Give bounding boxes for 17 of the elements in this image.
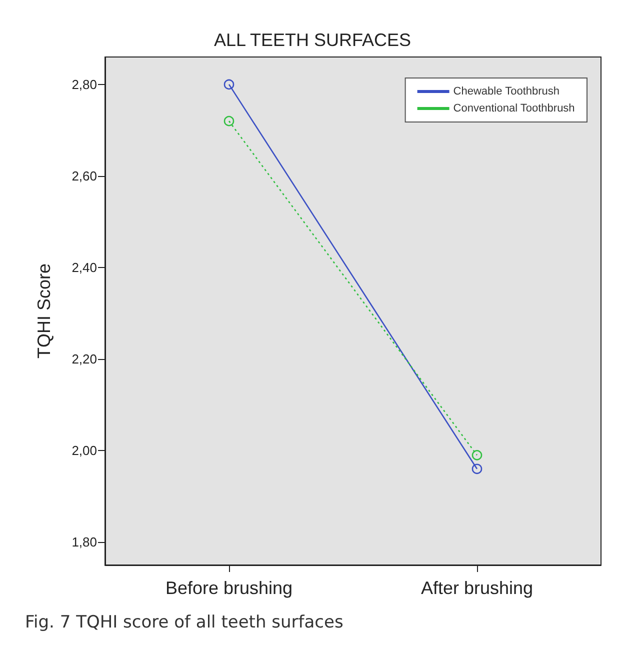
y-tick-label: 2,80 bbox=[72, 76, 97, 92]
caption: Fig. 7 TQHI score of all teeth surfaces bbox=[25, 612, 344, 632]
chart-title: ALL TEETH SURFACES bbox=[214, 30, 412, 50]
y-axis-title: TQHI Score bbox=[34, 263, 54, 359]
x-tick-label: Before brushing bbox=[165, 578, 293, 598]
y-tick-label: 2,40 bbox=[72, 260, 97, 276]
x-tick-label: After brushing bbox=[420, 578, 534, 598]
y-tick-label: 2,00 bbox=[72, 443, 97, 458]
y-tick-label: 2,20 bbox=[72, 352, 97, 367]
y-tick-label: 2,60 bbox=[72, 168, 97, 184]
legend-label: Conventional Toothbrush bbox=[453, 102, 575, 114]
point bbox=[224, 116, 234, 126]
point bbox=[472, 450, 482, 460]
y-tick-label: 1,80 bbox=[72, 534, 97, 550]
point bbox=[472, 464, 482, 474]
legend-label: Chewable Toothbrush bbox=[453, 86, 560, 98]
point bbox=[224, 79, 234, 90]
